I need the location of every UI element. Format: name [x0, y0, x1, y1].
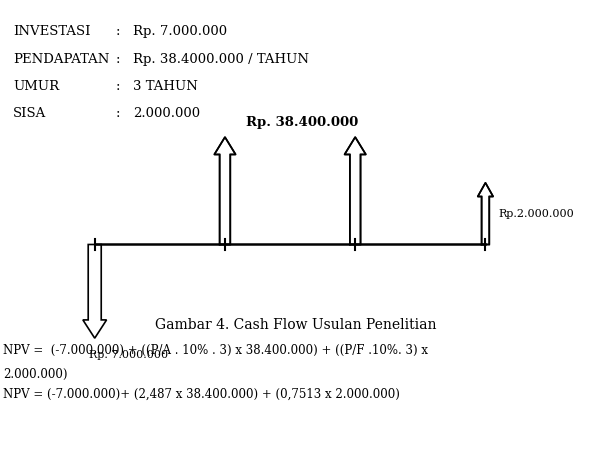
Text: Rp. 38.400.000: Rp. 38.400.000 [246, 116, 358, 129]
Text: 3 TAHUN: 3 TAHUN [133, 80, 198, 93]
Text: UMUR: UMUR [13, 80, 59, 93]
Text: INVESTASI: INVESTASI [13, 25, 91, 38]
Text: Rp. 38.4000.000 / TAHUN: Rp. 38.4000.000 / TAHUN [133, 53, 309, 65]
Polygon shape [478, 183, 493, 244]
Text: NPV = (-7.000.000)+ (2,487 x 38.400.000) + (0,7513 x 2.000.000): NPV = (-7.000.000)+ (2,487 x 38.400.000)… [3, 388, 400, 400]
Text: Rp.2.000.000: Rp.2.000.000 [498, 209, 574, 218]
Text: Rp. 7.000.000: Rp. 7.000.000 [133, 25, 227, 38]
Text: PENDAPATAN: PENDAPATAN [13, 53, 110, 65]
Text: :: : [115, 53, 120, 65]
Polygon shape [83, 244, 107, 338]
Text: :: : [115, 25, 120, 38]
Polygon shape [214, 137, 236, 244]
Text: NPV =  (-7.000.000) + ((P/A . 10% . 3) x 38.400.000) + ((P/F .10%. 3) x: NPV = (-7.000.000) + ((P/A . 10% . 3) x … [3, 344, 428, 356]
Text: 2.000.000: 2.000.000 [133, 107, 200, 120]
Text: Gambar 4. Cash Flow Usulan Penelitian: Gambar 4. Cash Flow Usulan Penelitian [155, 318, 437, 332]
Text: 2.000.000): 2.000.000) [3, 368, 67, 381]
Text: Rp. 7.000.000: Rp. 7.000.000 [89, 350, 168, 360]
Text: :: : [115, 80, 120, 93]
Text: :: : [115, 107, 120, 120]
Polygon shape [345, 137, 366, 244]
Text: SISA: SISA [13, 107, 46, 120]
